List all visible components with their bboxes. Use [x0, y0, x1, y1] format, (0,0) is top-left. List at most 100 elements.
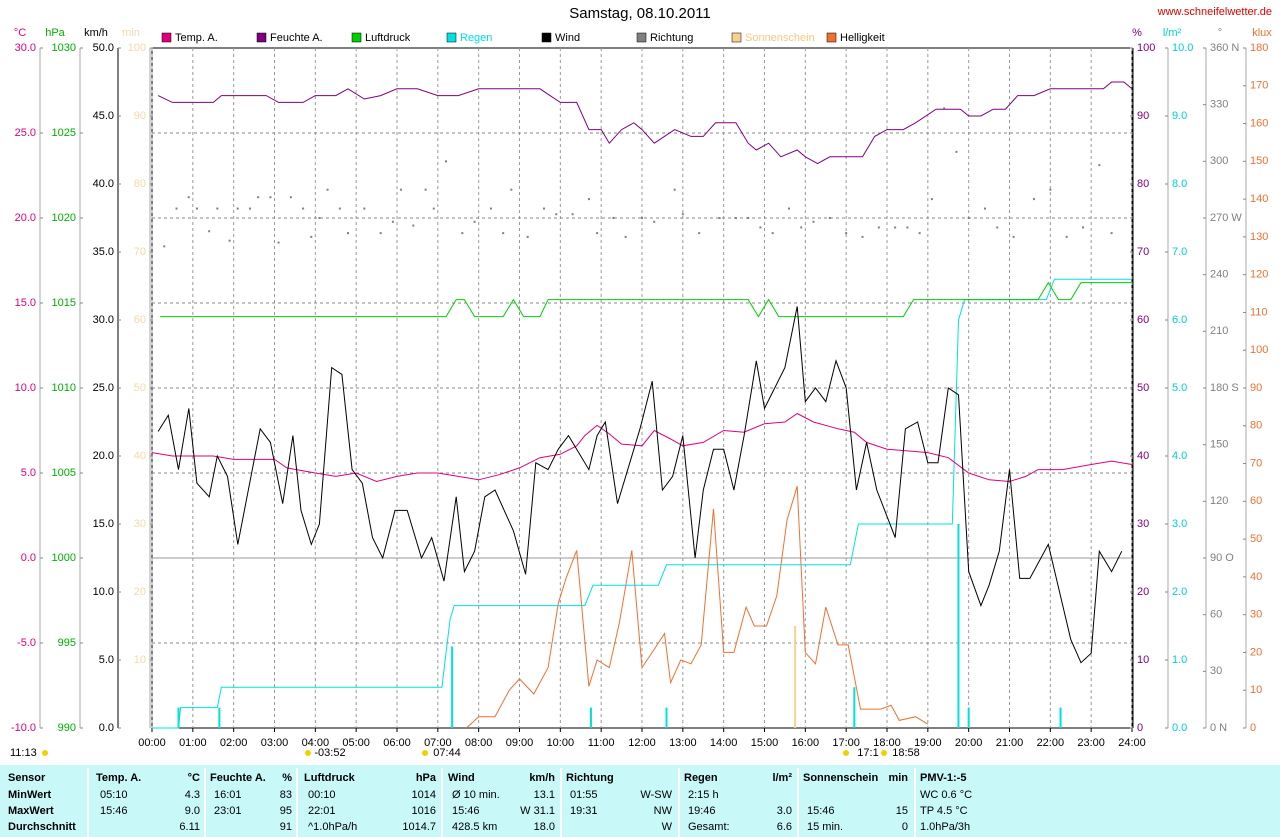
axis-unit: hPa: [45, 27, 65, 39]
table-cell: 2:15 h: [688, 789, 719, 801]
x-tick-label: 20:00: [955, 737, 983, 749]
y-tick-label: 50: [1137, 382, 1149, 394]
table-cell: W-SW: [640, 789, 672, 801]
direction-point: [845, 232, 848, 235]
x-tick-label: 11:00: [588, 737, 615, 749]
direction-point: [1082, 226, 1084, 229]
y-tick-label: 60: [1210, 609, 1222, 621]
y-tick-label: 130: [1250, 231, 1268, 243]
y-tick-label: 180 S: [1210, 382, 1239, 394]
y-tick-label: 20: [1250, 646, 1262, 658]
table-header-unit: %: [282, 772, 292, 784]
y-tick-label: 20.0: [93, 450, 114, 462]
y-tick-label: 20: [134, 586, 146, 598]
table-header: Sensor: [8, 772, 46, 784]
direction-point: [249, 207, 251, 210]
y-tick-label: 70: [1137, 246, 1149, 258]
y-tick-label: 1005: [52, 467, 76, 479]
legend-swatch: [731, 32, 742, 43]
direction-point: [400, 188, 403, 191]
y-tick-label: -10.0: [11, 722, 36, 734]
direction-point: [326, 188, 329, 191]
y-tick-label: 2.0: [1172, 586, 1187, 598]
y-tick-label: 1010: [52, 382, 76, 394]
y-tick-label: 120: [1210, 495, 1228, 507]
table-header: Temp. A.: [96, 772, 141, 784]
y-tick-label: 50: [1250, 533, 1262, 545]
direction-point: [424, 188, 427, 191]
direction-point: [1049, 188, 1052, 191]
direction-point: [216, 207, 219, 210]
y-tick-label: 170: [1250, 80, 1268, 92]
y-tick-label: 240: [1210, 269, 1228, 281]
x-tick-label: 12:00: [628, 737, 656, 749]
x-tick-label: 06:00: [383, 737, 411, 749]
table-cell: 1016: [412, 805, 436, 817]
x-tick-label: 02:00: [220, 737, 248, 749]
table-cell: TP 4.5 °C: [920, 805, 968, 817]
table-cell: 13.1: [534, 789, 555, 801]
table-cell: 95: [280, 805, 292, 817]
series-line: [160, 281, 1132, 318]
direction-point: [526, 235, 529, 238]
x-tick-label: 10:00: [547, 737, 575, 749]
axis-unit: °C: [14, 27, 26, 39]
direction-point: [310, 235, 313, 238]
table-cell: 15:46: [807, 805, 835, 817]
y-tick-label: 45.0: [93, 110, 114, 122]
direction-point: [653, 220, 656, 223]
y-tick-label: 15.0: [93, 518, 114, 530]
direction-point: [236, 207, 239, 210]
table-cell: 15:46: [452, 805, 480, 817]
y-tick-label: 0: [1250, 722, 1256, 734]
bar: [177, 707, 180, 728]
bar: [665, 707, 668, 728]
direction-point: [473, 220, 476, 223]
table-cell: 83: [280, 789, 292, 801]
marker-icon: [422, 750, 428, 756]
legend-label: Richtung: [650, 32, 693, 44]
y-tick-label: 1025: [52, 127, 76, 139]
table-cell: 15 min.: [807, 821, 843, 833]
series-line: [466, 486, 929, 729]
legend-swatch: [446, 32, 457, 43]
direction-point: [391, 220, 394, 223]
direction-point: [759, 226, 762, 229]
table-cell: 428.5 km: [452, 821, 497, 833]
direction-point: [788, 207, 790, 210]
x-tick-label: 21:00: [996, 737, 1024, 749]
table-cell: W: [662, 821, 673, 833]
bar: [957, 524, 960, 728]
y-tick-label: 90 O: [1210, 552, 1234, 564]
legend-swatch: [161, 32, 172, 43]
x-tick-label: 19:00: [914, 737, 942, 749]
table-header-unit: hPa: [416, 772, 437, 784]
axis-unit: l/m²: [1163, 27, 1182, 39]
table-header-unit: km/h: [529, 772, 555, 784]
direction-point: [257, 196, 260, 199]
direction-point: [967, 217, 970, 219]
direction-point: [302, 207, 305, 210]
y-tick-label: 40.0: [93, 178, 114, 190]
direction-point: [596, 232, 599, 235]
y-tick-label: 1000: [52, 552, 76, 564]
marker-icon: [42, 750, 48, 756]
direction-point: [861, 235, 864, 238]
bar: [589, 707, 592, 728]
y-tick-label: 0: [1137, 722, 1143, 734]
y-tick-label: 0.0: [99, 722, 114, 734]
y-tick-label: 0 N: [1210, 722, 1227, 734]
annotation: 17:1: [857, 747, 878, 759]
legend-label: Wind: [555, 32, 580, 44]
direction-point: [195, 207, 198, 210]
x-tick-label: 15:00: [751, 737, 779, 749]
table-cell: 9.0: [185, 805, 200, 817]
y-tick-label: 1030: [52, 42, 76, 54]
table-cell: W 31.1: [520, 805, 555, 817]
direction-point: [877, 226, 880, 229]
corner-label: 11:13: [10, 747, 37, 759]
table-cell: 01:55: [570, 789, 598, 801]
y-tick-label: 70: [1250, 457, 1262, 469]
marker-icon: [881, 750, 887, 756]
table-cell: NW: [654, 805, 673, 817]
